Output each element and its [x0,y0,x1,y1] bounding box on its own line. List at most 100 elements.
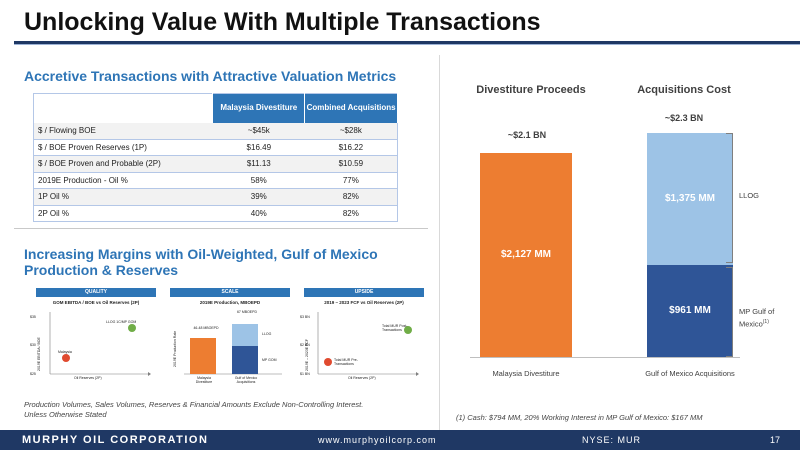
mini-head-scale: SCALE [170,288,290,297]
bracket-llog [726,132,733,263]
mini-head-upside: UPSIDE [304,288,424,297]
title-rule [14,41,800,44]
total-label-divestiture: ~$2.1 BN [507,130,547,140]
cell-malaysia: 58% [212,172,305,189]
scale-cat1: Malaysia Divestiture [195,376,213,384]
upside-point-post-label: Total MUR Post-Transactions [382,324,408,332]
footer-page-number: 17 [770,435,781,445]
cell-combined: 77% [304,172,398,189]
column-divider [439,55,440,430]
mini-chart-upside: UPSIDE 2019 – 2023 FCF vs Oil Reserves (… [300,288,424,384]
cell-combined: 82% [304,188,398,206]
quality-yaxis-label: 2019E EBITDA / BOE [37,337,41,371]
cell-combined: 82% [304,205,398,222]
mini-sub-scale: 2019E Production, MBOEPD [199,300,261,305]
side-label-mpgom: MP Gulf of Mexico(1) [739,307,793,330]
upside-point-pre [324,358,332,366]
quality-point-pre-label: Malaysia [58,350,72,354]
quality-point-post-label: LLOG 1C/MP GOM [106,320,137,324]
cell-combined: $16.22 [304,139,398,156]
scale-bar-mpgom [232,346,258,374]
table-header-row: Malaysia Divestiture Combined Acquisitio… [33,93,398,123]
bar-malaysia-value: $2,127 MM [500,248,552,260]
upside-plot [317,312,419,376]
footer-ticker: NYSE: MUR [582,435,642,445]
table-header-combined: Combined Acquisitions [304,93,398,123]
category-label-malaysia: Malaysia Divestiture [492,369,560,378]
table-row: $ / Flowing BOE ~$45k ~$28k [33,122,398,140]
quality-ytick-2: $30 [30,343,36,347]
row-label: 1P Oil % [33,188,213,206]
table-row: 2019E Production - Oil % 58% 77% [33,172,398,189]
section-divider [14,228,428,229]
column-title-divestiture: Divestiture Proceeds [476,84,586,96]
quality-ytick-3: $25 [30,372,36,376]
page-title: Unlocking Value With Multiple Transactio… [24,8,541,36]
column-title-acquisitions: Acquisitions Cost [637,84,731,96]
cell-malaysia: $16.49 [212,139,305,156]
side-label-llog: LLOG [739,191,760,200]
mini-chart-quality: QUALITY GOM EBITDA / BOE vs Oil Reserves… [30,288,156,384]
bar-mpgom-value: $961 MM [669,304,711,316]
upside-xaxis-label: Oil Reserves (2P) [348,376,376,380]
cell-malaysia: 39% [212,188,305,206]
scale-bar1-label: 46-48 MBOEPD [193,326,219,330]
bar-llog: $1,375 MM [647,132,733,265]
cell-malaysia: ~$45k [212,122,305,140]
upside-point-pre-label: Total MUR Pre-Transactions [334,358,358,366]
table-row: 2P Oil % 40% 82% [33,205,398,222]
scale-bar-malaysia [190,338,216,374]
footer-company: MURPHY OIL CORPORATION [22,434,209,446]
table-row: $ / BOE Proven Reserves (1P) $16.49 $16.… [33,139,398,156]
scale-seg-llog: LLOG [262,332,272,336]
row-label: $ / BOE Proven Reserves (1P) [33,139,213,156]
scale-bar-llog [232,324,258,346]
bracket-mpgom [726,266,733,357]
footnote-right: (1) Cash: $794 MM, 20% Working Interest … [456,413,703,422]
quality-xaxis-label: Oil Reserves (2P) [74,376,102,380]
footnote-left: Production Volumes, Sales Volumes, Reser… [24,400,364,419]
side-label-mpgom-text: MP Gulf of Mexico [739,307,775,329]
footer-url[interactable]: www.murphyoilcorp.com [318,435,437,445]
scale-yaxis-label: 2019E Production Rate [173,330,177,367]
cell-combined: ~$28k [304,122,398,140]
valuation-table: Malaysia Divestiture Combined Acquisitio… [33,93,398,222]
row-label: $ / BOE Proven and Probable (2P) [33,155,213,173]
section-heading-valuation: Accretive Transactions with Attractive V… [24,68,397,84]
side-label-mpgom-footnote-ref: (1) [762,319,769,325]
footer-bar: MURPHY OIL CORPORATION www.murphyoilcorp… [0,430,800,450]
quality-point-post [128,324,136,332]
table-header-blank [33,93,214,123]
upside-ytick-1: $3 BN [300,315,310,319]
title-rule-accent [14,44,800,45]
section-heading-margins: Increasing Margins with Oil-Weighted, Gu… [24,246,378,278]
upside-ytick-3: $1 BN [300,372,310,376]
scale-cat2: Gulf of Mexico Acquisitions [234,376,258,384]
quality-plot [49,312,151,376]
scale-plot [184,324,282,375]
scale-bar2-label: 67 MBOEPD [236,310,258,314]
bar-malaysia-divestiture: $2,127 MM [480,152,572,357]
mini-sub-upside: 2019 – 2023 FCF vs Oil Reserves (2P) [324,300,404,305]
upside-point-post [404,326,412,334]
row-label: 2P Oil % [33,205,213,222]
table-row: $ / BOE Proven and Probable (2P) $11.13 … [33,155,398,173]
bar-llog-value: $1,375 MM [664,192,716,204]
table-row: 1P Oil % 39% 82% [33,188,398,206]
category-label-gom: Gulf of Mexico Acquisitions [645,369,735,378]
mini-head-quality: QUALITY [36,288,156,297]
row-label: 2019E Production - Oil % [33,172,213,189]
bar-mp-gulf-of-mexico: $961 MM [647,264,733,357]
cell-combined: $10.59 [304,155,398,173]
table-header-malaysia: Malaysia Divestiture [212,93,306,123]
upside-ytick-2: $2 BN [300,343,310,347]
cell-malaysia: $11.13 [212,155,305,173]
quality-ytick-1: $35 [30,315,36,319]
chart-baseline [470,357,740,358]
total-label-acquisitions: ~$2.3 BN [664,113,704,123]
scale-seg-mpgom: MP GOM [262,358,277,362]
quality-point-pre [62,354,70,362]
row-label: $ / Flowing BOE [33,122,213,140]
mini-sub-quality: GOM EBITDA / BOE vs Oil Reserves (2P) [52,300,140,305]
cell-malaysia: 40% [212,205,305,222]
